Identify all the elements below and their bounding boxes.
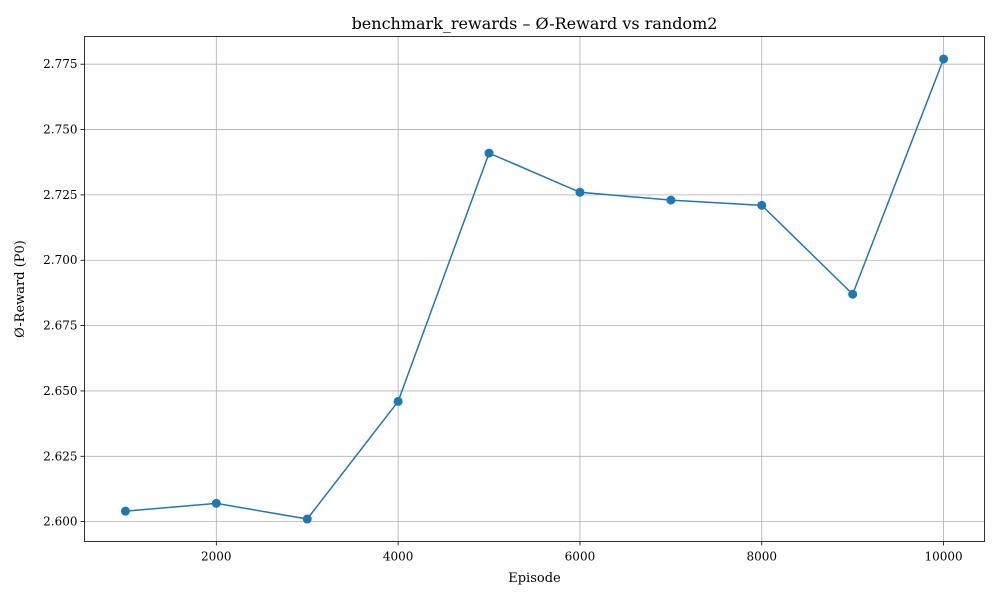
x-tick-label: 10000 [924, 550, 962, 564]
x-tick-label: 6000 [565, 550, 596, 564]
grid-lines [84, 36, 985, 542]
x-axis-label: Episode [508, 571, 561, 586]
series-line [125, 58, 945, 520]
data-point [484, 148, 494, 158]
data-point [757, 200, 767, 210]
y-tick-label: 2.725 [43, 188, 77, 202]
y-tick-label: 2.675 [43, 319, 77, 333]
y-axis-label: Ø-Reward (P0) [13, 240, 28, 338]
x-tick-label: 4000 [383, 550, 414, 564]
y-axis-ticks: 2.600 2.625 2.650 2.675 2.700 2.725 2.750 2.775 [43, 57, 85, 529]
plot-frame [84, 36, 985, 542]
y-tick-label: 2.775 [43, 57, 77, 71]
y-tick-label: 2.700 [43, 253, 77, 267]
y-tick-label: 2.650 [43, 384, 77, 398]
data-point [120, 506, 130, 516]
data-point [575, 187, 585, 197]
x-tick-label: 8000 [746, 550, 777, 564]
data-point [848, 289, 858, 299]
x-tick-label: 2000 [201, 550, 232, 564]
data-point [393, 396, 403, 406]
data-point [666, 195, 676, 205]
data-point [302, 514, 312, 524]
x-axis-ticks: 2000 4000 6000 8000 10000 [201, 541, 963, 564]
y-tick-label: 2.600 [43, 515, 77, 529]
y-tick-label: 2.625 [43, 449, 77, 463]
data-point [211, 498, 221, 508]
series-layer [120, 54, 949, 524]
y-tick-label: 2.750 [43, 123, 77, 137]
chart-title: benchmark_rewards – Ø-Reward vs random2 [352, 14, 718, 33]
data-point [939, 54, 949, 64]
